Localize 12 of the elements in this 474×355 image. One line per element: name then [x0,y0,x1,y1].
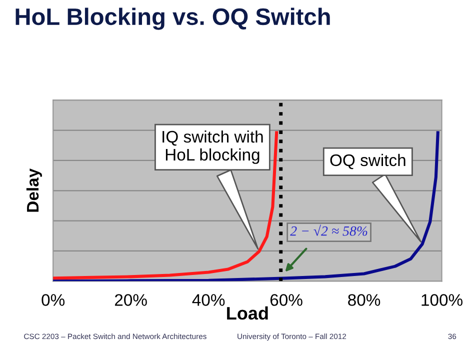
annotation: OQ switch [330,154,406,170]
x-tick-label: 100% [422,294,462,306]
x-tick-label: 20% [114,294,147,306]
annotation: IQ switch with HoL blocking [162,130,263,164]
y-axis-title: Delay [26,168,42,212]
x-axis-title: Load [227,306,268,320]
x-tick-label: 60% [270,294,302,306]
chart-title: HoL Blocking vs. OQ Switch [16,8,330,30]
x-tick-label: 80% [348,294,380,306]
x-tick-label: 40% [192,294,225,306]
annotation: 2 − √2 ≈ 58% [290,224,368,236]
x-tick-label: 0% [42,294,65,306]
